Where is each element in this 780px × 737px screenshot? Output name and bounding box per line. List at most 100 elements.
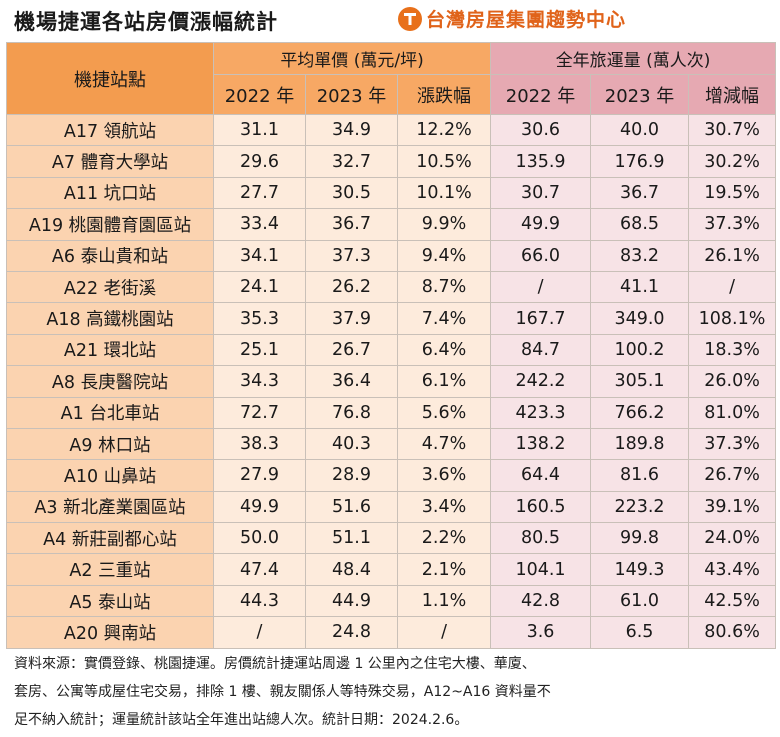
price-change-cell: 10.1% xyxy=(396,176,492,210)
price-change-cell: 6.4% xyxy=(396,333,492,367)
ridership-2022-cell: 104.1 xyxy=(490,553,592,586)
station-name-cell: A21 環北站 xyxy=(6,333,214,367)
ridership-2022-cell: 138.2 xyxy=(490,427,592,461)
table-row: A7 體育大學站 29.6 32.7 10.5% 135.9 176.9 30.2% xyxy=(6,145,777,178)
ridership-2022-cell: 160.5 xyxy=(490,490,592,524)
ridership-change-header: 增減幅 xyxy=(688,74,777,115)
table-row: A11 坑口站 27.7 30.5 10.1% 30.7 36.7 19.5% xyxy=(6,176,777,210)
ridership-2022-cell: 423.3 xyxy=(490,396,592,429)
price-change-cell: 4.7% xyxy=(396,427,492,461)
station-stats-table: 機捷站點 平均單價 (萬元/坪) 全年旅運量 (萬人次) 2022 年 2023… xyxy=(6,42,777,649)
brand: 台灣房屋集團趨勢中心 xyxy=(398,5,626,32)
brand-name: 台灣房屋集團趨勢中心 xyxy=(426,9,627,31)
ridership-2023-cell: 6.5 xyxy=(590,616,690,649)
ridership-2023-cell: 349.0 xyxy=(590,302,690,335)
price-change-header: 漲跌幅 xyxy=(396,74,492,115)
table-row: A2 三重站 47.4 48.4 2.1% 104.1 149.3 43.4% xyxy=(6,553,777,586)
ridership-2022-cell: 30.6 xyxy=(490,113,592,147)
ridership-2023-cell: 40.0 xyxy=(590,113,690,147)
station-name-cell: A10 山鼻站 xyxy=(6,459,214,492)
price-2023-cell: 48.4 xyxy=(305,553,398,586)
station-name-cell: A4 新莊副都心站 xyxy=(6,522,214,555)
price-2023-cell: 76.8 xyxy=(305,396,398,429)
ridership-2023-cell: 223.2 xyxy=(590,490,690,524)
ridership-change-cell: 42.5% xyxy=(688,584,777,618)
ridership-2023-cell: 149.3 xyxy=(590,553,690,586)
price-change-cell: 7.4% xyxy=(396,302,492,335)
station-name-cell: A11 坑口站 xyxy=(6,176,214,210)
table-row: A22 老街溪 24.1 26.2 8.7%/41.1/ xyxy=(6,270,777,304)
price-2022-cell: 38.3 xyxy=(213,427,306,461)
price-2022-cell: 49.9 xyxy=(213,490,306,524)
ridership-2023-cell: 36.7 xyxy=(590,176,690,210)
price-change-cell: 2.1% xyxy=(396,553,492,586)
ridership-change-cell: 108.1% xyxy=(688,302,777,335)
ridership-change-cell: 26.1% xyxy=(688,239,777,272)
note-line: 足不納入統計；運量統計該站全年進出站總人次。統計日期：2024.2.6。 xyxy=(14,712,469,728)
ridership-group-header: 全年旅運量 (萬人次) xyxy=(490,42,777,75)
ridership-change-cell: 19.5% xyxy=(688,176,777,210)
price-2023-cell: 37.3 xyxy=(305,239,398,272)
price-change-cell: 9.9% xyxy=(396,208,492,241)
station-name-cell: A17 領航站 xyxy=(6,113,214,147)
station-name-cell: A3 新北產業園區站 xyxy=(6,490,214,524)
ridership-change-cell: 18.3% xyxy=(688,333,777,367)
note-line: 套房、公寓等成屋住宅交易，排除 1 樓、親友關係人等特殊交易，A12~A16 資… xyxy=(14,684,551,700)
header-row-groups: 機捷站點 平均單價 (萬元/坪) 全年旅運量 (萬人次) xyxy=(6,42,777,115)
station-name-cell: A2 三重站 xyxy=(6,553,214,586)
taiwan-realty-logo-icon xyxy=(398,6,422,31)
price-2023-cell: 28.9 xyxy=(305,459,398,492)
ridership-change-cell: 30.2% xyxy=(688,145,777,178)
price-2022-cell: 27.9 xyxy=(213,459,306,492)
ridership-2023-cell: 99.8 xyxy=(590,522,690,555)
price-2022-cell: 35.3 xyxy=(213,302,306,335)
price-2022-cell: 31.1 xyxy=(213,113,306,147)
price-2023-cell: 37.9 xyxy=(305,302,398,335)
ridership-2023-header: 2023 年 xyxy=(590,74,690,115)
ridership-2023-cell: 189.8 xyxy=(590,427,690,461)
ridership-change-cell: 80.6% xyxy=(688,616,777,649)
price-2023-cell: 44.9 xyxy=(305,584,398,618)
price-2023-cell: 36.4 xyxy=(305,365,398,398)
station-name-cell: A20 興南站 xyxy=(6,616,214,649)
price-2023-cell: 34.9 xyxy=(305,113,398,147)
ridership-change-cell: 37.3% xyxy=(688,427,777,461)
table-row: A9 林口站 38.3 40.3 4.7% 138.2 189.8 37.3% xyxy=(6,427,777,461)
ridership-2023-cell: 83.2 xyxy=(590,239,690,272)
ridership-2023-cell: 100.2 xyxy=(590,333,690,367)
price-2022-header: 2022 年 xyxy=(213,74,306,115)
price-2022-cell: 29.6 xyxy=(213,145,306,178)
ridership-change-cell: 37.3% xyxy=(688,208,777,241)
price-2023-cell: 51.6 xyxy=(305,490,398,524)
table-row: A8 長庚醫院站 34.3 36.4 6.1% 242.2 305.1 26.0% xyxy=(6,365,777,398)
station-name-cell: A6 泰山貴和站 xyxy=(6,239,214,272)
ridership-2023-cell: 41.1 xyxy=(590,270,690,304)
ridership-2023-cell: 81.6 xyxy=(590,459,690,492)
ridership-2023-cell: 305.1 xyxy=(590,365,690,398)
ridership-2022-cell: 167.7 xyxy=(490,302,592,335)
station-name-cell: A19 桃園體育園區站 xyxy=(6,208,214,241)
table-row: A5 泰山站 44.3 44.9 1.1% 42.8 61.0 42.5% xyxy=(6,584,777,618)
note-line: 資料來源：實價登錄、桃園捷運。房價統計捷運站周邊 1 公里內之住宅大樓、華廈、 xyxy=(14,656,536,672)
ridership-2022-cell: 242.2 xyxy=(490,365,592,398)
ridership-2022-cell: 80.5 xyxy=(490,522,592,555)
price-2022-cell: 34.3 xyxy=(213,365,306,398)
price-2022-cell: 24.1 xyxy=(213,270,306,304)
price-2022-cell: 25.1 xyxy=(213,333,306,367)
price-group-header: 平均單價 (萬元/坪) xyxy=(212,42,492,75)
station-name-cell: A1 台北車站 xyxy=(6,396,214,429)
table-row: A1 台北車站 72.7 76.8 5.6% 423.3 766.2 81.0% xyxy=(6,396,777,429)
price-change-cell: 10.5% xyxy=(396,145,492,178)
price-change-cell: / xyxy=(396,616,492,649)
ridership-2022-cell: 66.0 xyxy=(490,239,592,272)
ridership-change-cell: 43.4% xyxy=(688,553,777,586)
ridership-2022-header: 2022 年 xyxy=(490,74,592,115)
price-2022-cell: / xyxy=(213,616,306,649)
price-2023-header: 2023 年 xyxy=(305,74,398,115)
price-2022-cell: 72.7 xyxy=(213,396,306,429)
price-2023-cell: 32.7 xyxy=(305,145,398,178)
price-2023-cell: 36.7 xyxy=(305,208,398,241)
table-row: A6 泰山貴和站 34.1 37.3 9.4% 66.0 83.2 26.1% xyxy=(6,239,777,272)
ridership-2022-cell: 84.7 xyxy=(490,333,592,367)
station-name-cell: A7 體育大學站 xyxy=(6,145,214,178)
